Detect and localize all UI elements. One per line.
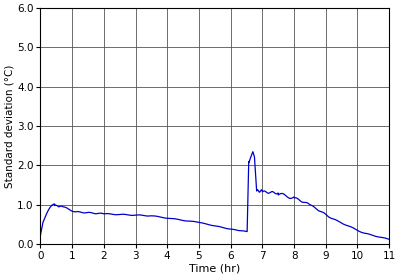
Y-axis label: Standard deviation (°C): Standard deviation (°C) <box>4 64 14 188</box>
X-axis label: Time (hr): Time (hr) <box>189 264 240 274</box>
